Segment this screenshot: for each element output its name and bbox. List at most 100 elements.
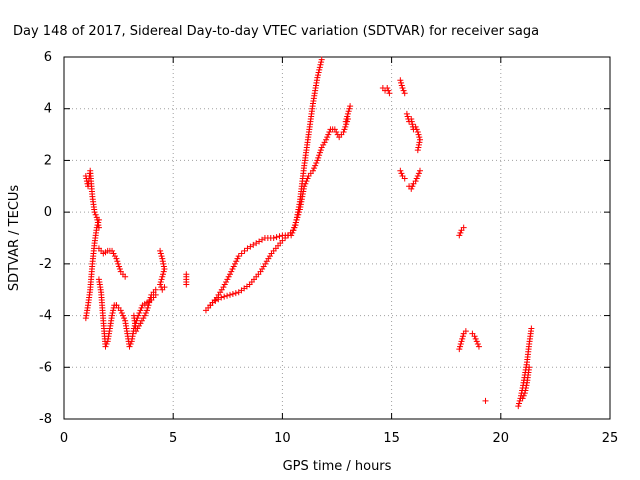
data-point [526,364,533,371]
data-point [459,333,466,340]
data-point [315,154,322,161]
data-point [521,390,528,397]
data-point [347,103,354,110]
data-point [403,110,410,117]
data-point [311,165,318,172]
data-point [397,167,404,174]
data-point [341,126,348,133]
data-point [290,227,297,234]
data-point [141,312,148,319]
data-point [323,136,330,143]
data-point [159,255,166,262]
data-point [400,87,407,94]
y-axis-label: SDTVAR / TECUs [7,185,22,292]
data-point [121,315,128,322]
data-point [408,185,415,192]
data-point [224,276,231,283]
x-tick-label: 20 [493,431,510,446]
data-point [346,105,353,112]
data-point [318,59,325,66]
data-point [309,167,316,174]
data-point [474,341,481,348]
data-point [232,290,239,297]
data-point [316,66,323,73]
data-point [325,131,332,138]
data-point [158,276,165,283]
y-tick-label: 2 [44,153,52,168]
data-point [135,322,142,329]
data-point [408,116,415,123]
x-tick-label: 5 [169,431,177,446]
data-point [321,139,328,146]
data-point [415,170,422,177]
data-point [414,128,421,135]
data-point [473,338,480,345]
data-point [122,273,129,280]
data-point [102,343,109,350]
data-point [109,247,116,254]
data-point [142,309,149,316]
data-point [159,273,166,280]
data-point [412,123,419,130]
data-point [160,271,167,278]
data-point [314,157,321,164]
data-point [401,175,408,182]
data-point [137,307,144,314]
data-point [111,253,118,260]
y-tick-label: 0 [44,205,52,220]
y-tick-label: 4 [44,102,52,117]
data-point [157,250,164,257]
data-point [342,123,349,130]
data-point [515,403,522,410]
x-tick-label: 25 [602,431,619,446]
data-point [134,325,141,332]
data-point [289,229,296,236]
data-point [143,307,150,314]
data-point [344,110,351,117]
data-point [384,85,391,92]
data-point [225,273,232,280]
data-point [471,333,478,340]
data-point [398,82,405,89]
y-tick-label: 6 [44,50,52,65]
data-point [409,183,416,190]
data-point [229,291,236,298]
data-point [157,278,164,285]
data-point [519,395,526,402]
data-point [157,247,164,254]
y-tick-label: -6 [39,360,52,375]
data-point [458,338,465,345]
data-point [137,320,144,327]
data-point [416,139,423,146]
data-point [138,317,145,324]
data-point [398,79,405,86]
data-point [412,178,419,185]
data-points [82,56,535,410]
plot-frame [63,56,611,420]
data-point [414,172,421,179]
data-point [482,397,489,404]
data-point [326,128,333,135]
data-point [140,315,147,322]
data-point [160,268,167,275]
data-point [343,116,350,123]
data-point [385,87,392,94]
data-point [270,235,277,241]
data-point [94,222,101,229]
data-point [516,397,523,404]
data-point [415,141,422,148]
data-point [231,260,238,267]
data-point [520,392,527,399]
data-point [114,258,121,265]
data-point [144,304,151,311]
data-point [342,118,349,125]
data-point [113,255,120,262]
data-point [313,160,320,167]
data-point [110,250,117,257]
data-point [91,209,98,216]
data-point [414,147,421,154]
data-point [516,400,522,407]
data-point [103,341,110,348]
data-point [220,284,227,291]
